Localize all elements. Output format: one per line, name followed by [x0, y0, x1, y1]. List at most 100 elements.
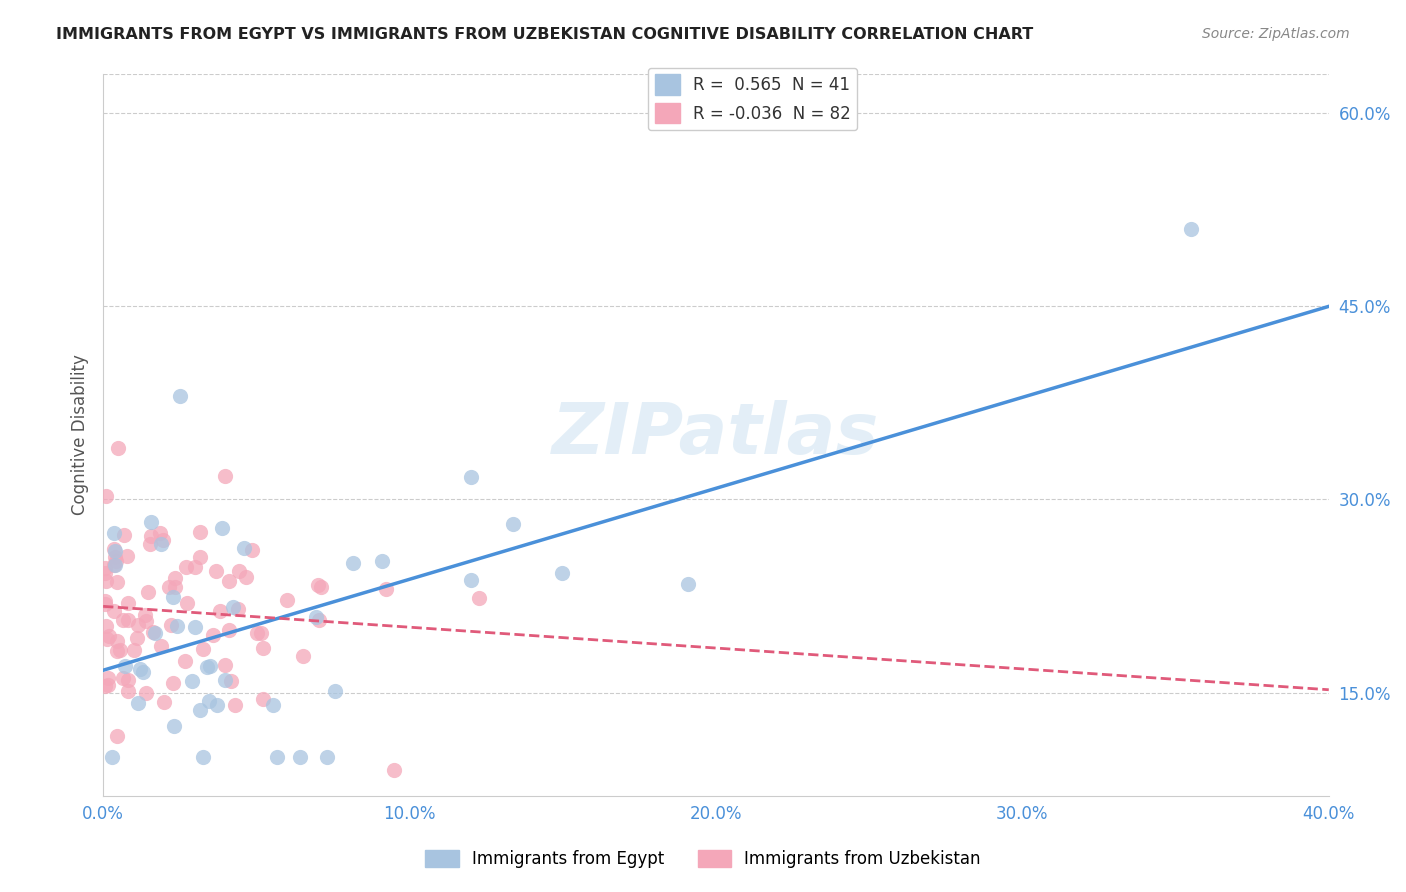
Point: [163, 580, 186, 594]
Point: [136, 584, 159, 599]
Point: [135, 686, 157, 700]
Point: [292, 649, 315, 664]
Point: [221, 674, 243, 689]
Point: [235, 570, 257, 584]
Point: [371, 554, 394, 568]
Point: [305, 609, 328, 624]
Text: IMMIGRANTS FROM EGYPT VS IMMIGRANTS FROM UZBEKISTAN COGNITIVE DISABILITY CORRELA: IMMIGRANTS FROM EGYPT VS IMMIGRANTS FROM…: [56, 27, 1033, 42]
Point: [94, 489, 117, 503]
Point: [308, 613, 330, 627]
Point: [127, 618, 149, 632]
Point: [676, 577, 699, 591]
Point: [125, 631, 148, 645]
Point: [149, 525, 172, 540]
Point: [232, 541, 254, 556]
Point: [93, 560, 115, 574]
Point: [198, 659, 221, 673]
Point: [250, 626, 273, 640]
Point: [103, 541, 125, 556]
Point: [103, 526, 125, 541]
Point: [160, 618, 183, 632]
Point: [96, 632, 118, 647]
Point: [165, 571, 187, 585]
Point: [467, 591, 489, 605]
Point: [222, 599, 245, 614]
Point: [323, 683, 346, 698]
Point: [94, 574, 117, 588]
Point: [153, 695, 176, 709]
Point: [551, 566, 574, 581]
Point: [108, 643, 131, 657]
Point: [502, 517, 524, 532]
Point: [94, 679, 117, 693]
Point: [460, 573, 482, 587]
Point: [117, 549, 139, 563]
Point: [117, 684, 139, 698]
Point: [188, 524, 211, 539]
Point: [208, 604, 231, 618]
Point: [96, 618, 118, 632]
Point: [114, 659, 136, 673]
Point: [105, 729, 128, 743]
Point: [309, 580, 332, 594]
Point: [97, 629, 120, 643]
Point: [93, 566, 115, 580]
Point: [149, 537, 172, 551]
Point: [382, 763, 405, 777]
Point: [198, 694, 221, 708]
Point: [105, 575, 128, 590]
Point: [117, 673, 139, 687]
Point: [150, 639, 173, 653]
Point: [174, 559, 197, 574]
Point: [191, 750, 214, 764]
Point: [460, 469, 482, 483]
Point: [262, 698, 284, 713]
Point: [266, 750, 288, 764]
Point: [163, 719, 186, 733]
Point: [103, 543, 125, 558]
Point: [176, 596, 198, 610]
Point: [183, 559, 205, 574]
Point: [103, 604, 125, 618]
Point: [169, 389, 191, 403]
Point: [94, 594, 117, 608]
Point: [101, 750, 124, 764]
Point: [96, 671, 118, 685]
Text: Source: ZipAtlas.com: Source: ZipAtlas.com: [1202, 27, 1350, 41]
Point: [276, 593, 298, 607]
Point: [211, 521, 233, 535]
Point: [143, 626, 166, 640]
Point: [214, 469, 236, 483]
Point: [252, 691, 274, 706]
Point: [190, 550, 212, 565]
Point: [252, 640, 274, 655]
Point: [132, 665, 155, 679]
Point: [105, 644, 128, 658]
Point: [195, 660, 218, 674]
Point: [162, 675, 184, 690]
Point: [184, 620, 207, 634]
Point: [214, 658, 236, 673]
Point: [174, 654, 197, 668]
Point: [104, 558, 127, 573]
Point: [162, 590, 184, 604]
Point: [111, 613, 134, 627]
Point: [288, 750, 311, 764]
Point: [139, 515, 162, 529]
Point: [97, 678, 120, 692]
Point: [127, 696, 149, 710]
Point: [228, 564, 250, 578]
Point: [107, 441, 129, 455]
Point: [105, 633, 128, 648]
Point: [157, 580, 180, 594]
Point: [342, 556, 364, 570]
Point: [122, 643, 145, 657]
Point: [180, 674, 202, 689]
Text: ZIPatlas: ZIPatlas: [553, 401, 880, 469]
Point: [135, 614, 157, 628]
Legend: R =  0.565  N = 41, R = -0.036  N = 82: R = 0.565 N = 41, R = -0.036 N = 82: [648, 68, 858, 130]
Y-axis label: Cognitive Disability: Cognitive Disability: [72, 354, 89, 516]
Point: [166, 619, 188, 633]
Point: [246, 626, 269, 640]
Point: [142, 625, 165, 640]
